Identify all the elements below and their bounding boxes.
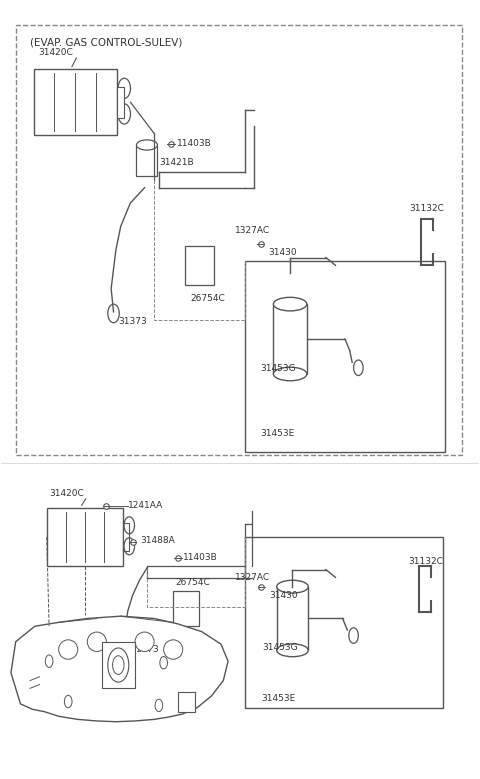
Text: 31453E: 31453E [262, 694, 296, 703]
Text: 31453G: 31453G [263, 643, 298, 652]
Text: 31430: 31430 [270, 590, 298, 600]
Text: 31453G: 31453G [261, 364, 296, 373]
Text: 11403B: 11403B [183, 553, 217, 562]
Text: 1327AC: 1327AC [235, 226, 270, 235]
Text: 31132C: 31132C [408, 557, 443, 566]
Text: 1241AA: 1241AA [128, 502, 163, 510]
Ellipse shape [164, 640, 183, 659]
Text: 31373: 31373 [118, 318, 147, 326]
Bar [117, 86, 124, 118]
Text: 26754C: 26754C [190, 294, 225, 303]
Bar [173, 591, 199, 626]
Text: 31373: 31373 [130, 645, 159, 654]
Ellipse shape [87, 632, 107, 651]
Bar [185, 246, 214, 284]
Text: 31430: 31430 [269, 248, 297, 256]
Text: 11403B: 11403B [177, 139, 212, 148]
Bar [47, 508, 123, 566]
Ellipse shape [274, 298, 307, 311]
Bar [178, 693, 195, 712]
Bar [277, 587, 308, 650]
Text: 26754C: 26754C [176, 577, 210, 587]
Ellipse shape [59, 640, 78, 659]
Ellipse shape [277, 644, 308, 657]
Text: 31420C: 31420C [38, 48, 73, 57]
Bar [123, 523, 129, 551]
Text: (EVAP. GAS CONTROL-SULEV): (EVAP. GAS CONTROL-SULEV) [30, 38, 182, 48]
Text: 31420C: 31420C [49, 489, 84, 499]
Text: 31453E: 31453E [261, 429, 295, 439]
Bar [102, 642, 135, 689]
Text: 31488A: 31488A [140, 537, 175, 545]
Bar [136, 145, 157, 176]
Ellipse shape [277, 580, 308, 593]
Bar [245, 262, 445, 452]
Text: 31421B: 31421B [159, 158, 193, 167]
Bar [274, 304, 307, 374]
Bar [245, 537, 443, 708]
Bar [34, 69, 117, 136]
Polygon shape [11, 616, 228, 721]
Ellipse shape [274, 367, 307, 381]
Text: 1327AC: 1327AC [235, 573, 270, 582]
Ellipse shape [135, 632, 154, 651]
Text: 31132C: 31132C [409, 204, 444, 213]
Ellipse shape [136, 140, 157, 150]
